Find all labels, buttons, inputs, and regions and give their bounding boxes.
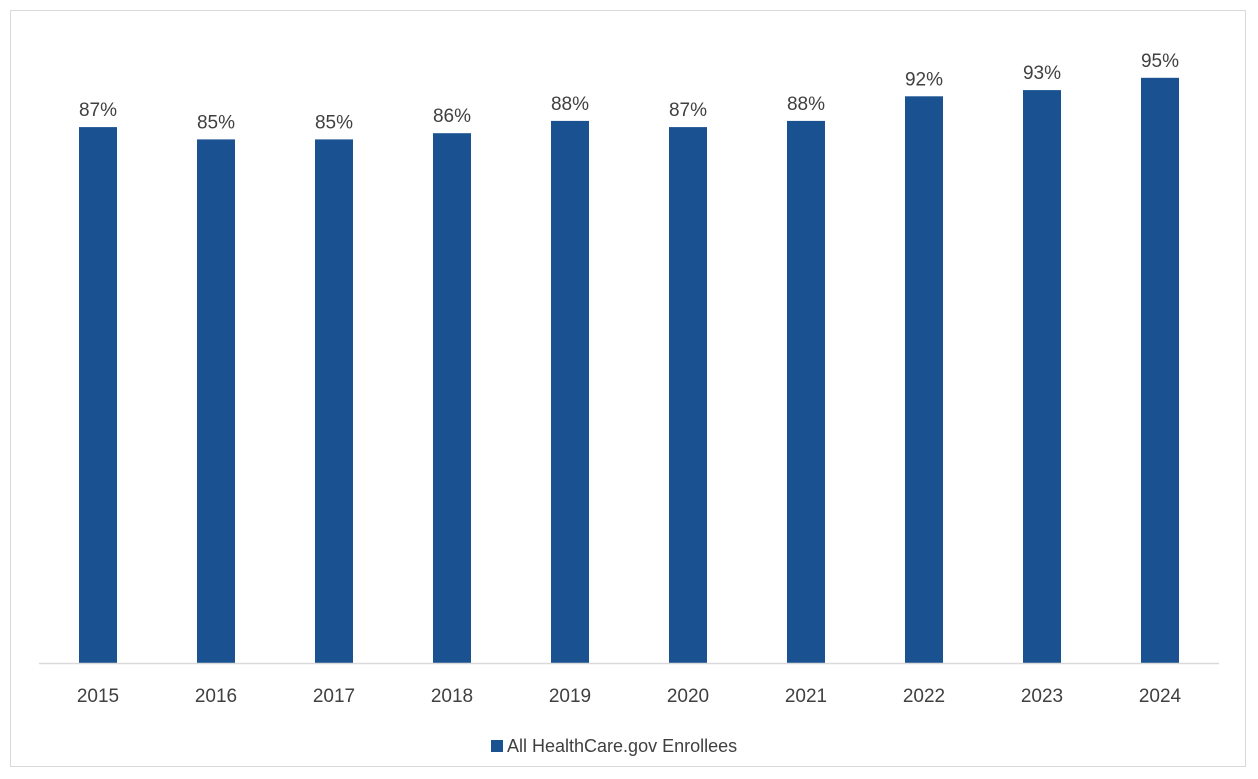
bar-2015[interactable] bbox=[79, 127, 117, 664]
bar-2019[interactable] bbox=[551, 120, 589, 663]
data-label-2020: 87% bbox=[669, 100, 707, 121]
data-label-2023: 93% bbox=[1023, 63, 1061, 84]
data-label-2015: 87% bbox=[79, 100, 117, 121]
bar-2016[interactable] bbox=[197, 139, 235, 663]
legend[interactable]: All HealthCare.gov Enrollees bbox=[491, 736, 737, 756]
x-tick-label-2015: 2015 bbox=[77, 686, 119, 707]
bar-2021[interactable] bbox=[787, 120, 825, 663]
data-label-2021: 88% bbox=[787, 94, 825, 115]
x-tick-label-2020: 2020 bbox=[667, 686, 709, 707]
data-label-2024: 95% bbox=[1141, 51, 1179, 72]
bars-layer bbox=[79, 77, 1179, 664]
data-label-2016: 85% bbox=[197, 112, 235, 133]
data-label-2018: 86% bbox=[433, 106, 471, 127]
x-tick-labels-layer: 2015 2016 2017 2018 2019 2020 2021 2022 2023 2024 bbox=[77, 686, 1182, 707]
bar-2023[interactable] bbox=[1023, 90, 1061, 664]
x-tick-label-2023: 2023 bbox=[1021, 686, 1063, 707]
legend-label: All HealthCare.gov Enrollees bbox=[507, 736, 737, 756]
x-tick-label-2017: 2017 bbox=[313, 686, 355, 707]
x-tick-label-2024: 2024 bbox=[1139, 686, 1182, 707]
legend-swatch bbox=[491, 740, 503, 752]
x-tick-label-2018: 2018 bbox=[431, 686, 473, 707]
data-label-2019: 88% bbox=[551, 94, 589, 115]
data-label-2022: 92% bbox=[905, 69, 943, 90]
bar-2020[interactable] bbox=[669, 127, 707, 664]
x-tick-label-2022: 2022 bbox=[903, 686, 945, 707]
bar-2022[interactable] bbox=[905, 96, 943, 664]
bar-2018[interactable] bbox=[433, 133, 471, 663]
x-tick-label-2016: 2016 bbox=[195, 686, 237, 707]
data-labels-layer: 87% 85% 85% 86% 88% 87% 88% 92% 93% 95% bbox=[79, 51, 1179, 134]
bar-2017[interactable] bbox=[315, 139, 353, 663]
x-tick-label-2021: 2021 bbox=[785, 686, 827, 707]
bar-2024[interactable] bbox=[1141, 77, 1179, 664]
x-tick-label-2019: 2019 bbox=[549, 686, 591, 707]
data-label-2017: 85% bbox=[315, 112, 353, 133]
